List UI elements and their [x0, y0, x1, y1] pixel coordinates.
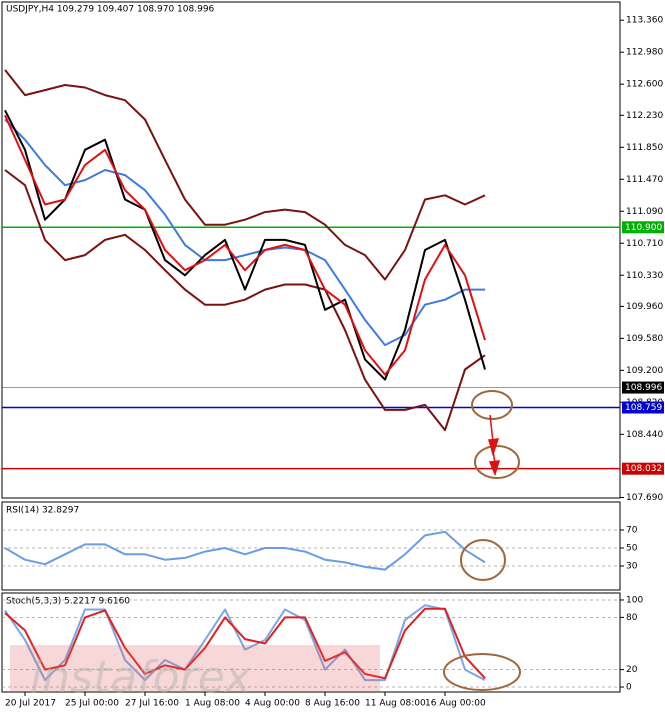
y-tick-label: 110.710 [626, 239, 663, 249]
arrows [488, 414, 501, 477]
series-line [4, 530, 486, 571]
series-line [4, 169, 486, 432]
y-tick-label: 0 [626, 683, 632, 693]
circle-annotation [443, 653, 521, 691]
x-tick-label: 8 Aug 16:00 [305, 699, 360, 709]
series-line [4, 118, 485, 347]
y-tick-label: 111.470 [626, 175, 663, 185]
x-tick-label: 11 Aug 08:00 [365, 699, 426, 709]
plot-layer: USDJPY,H4 109.279 109.407 108.970 108.99… [2, 5, 664, 709]
series-line [4, 607, 486, 680]
y-tick-label: 112.600 [626, 80, 663, 90]
panel-title: RSI(14) 32.8297 [6, 506, 79, 516]
panel-title: USDJPY,H4 109.279 109.407 108.970 108.99… [6, 5, 215, 15]
arrow [489, 414, 494, 443]
circle-annotation [460, 539, 506, 581]
x-tick-label: 16 Aug 00:00 [425, 699, 486, 709]
level-label: 108.032 [625, 464, 662, 474]
arrow-head [488, 438, 500, 457]
level-label: 108.759 [625, 403, 662, 413]
y-tick-label: 112.230 [626, 111, 663, 121]
series-line [4, 109, 486, 381]
y-tick-label: 30 [626, 561, 638, 571]
y-tick-label: 80 [626, 613, 638, 623]
y-tick-label: 111.090 [626, 207, 663, 217]
x-tick-label: 4 Aug 00:00 [245, 699, 300, 709]
level-label-bg [622, 381, 664, 394]
rsi-panel [1, 501, 621, 591]
y-tick-label: 112.980 [626, 48, 663, 58]
level-label-bg [622, 462, 664, 475]
level-label-bg [622, 401, 664, 414]
y-tick-label: 113.360 [626, 16, 663, 26]
y-tick-label: 111.850 [626, 143, 663, 153]
main-panel [1, 1, 621, 499]
series-line [4, 114, 486, 376]
y-tick-label: 109.580 [626, 334, 663, 344]
x-tick-label: 20 Jul 2017 [5, 699, 56, 709]
watermark: instaforex [30, 652, 252, 703]
y-tick-label: 107.690 [626, 493, 663, 503]
x-tick-label: 1 Aug 08:00 [185, 699, 240, 709]
series-line [4, 69, 486, 281]
y-tick-label: 110.330 [626, 271, 663, 281]
circle-annotation [474, 445, 520, 479]
y-tick-label: 50 [626, 543, 638, 553]
y-tick-label: 20 [626, 665, 638, 675]
x-tick-label: 27 Jul 16:00 [125, 699, 179, 709]
circle-annotation [471, 390, 513, 420]
y-tick-label: 108.440 [626, 430, 663, 440]
annotations [443, 390, 521, 691]
level-label: 110.900 [625, 223, 662, 233]
level-label-bg [622, 221, 664, 234]
x-tick-label: 25 Jul 00:00 [65, 699, 119, 709]
y-tick-label: 100 [626, 595, 643, 605]
watermark-band [10, 645, 380, 691]
level-label: 108.996 [625, 383, 662, 393]
series-line [4, 604, 486, 682]
y-tick-label: 109.960 [626, 302, 663, 312]
arrow-head [488, 460, 501, 477]
y-tick-label: 109.200 [626, 366, 663, 376]
panel-title: Stoch(5,3,3) 5.2217 9.6160 [6, 597, 130, 607]
y-tick-label: 70 [626, 525, 638, 535]
